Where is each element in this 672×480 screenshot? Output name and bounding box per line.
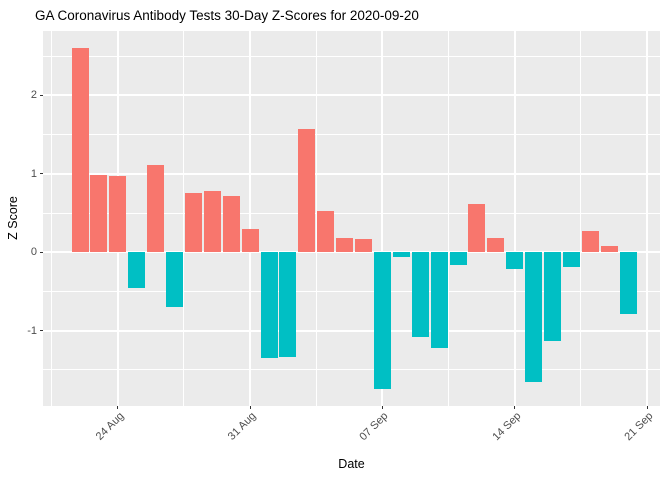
bar-positive — [147, 165, 165, 253]
bar-negative — [430, 252, 448, 348]
gridline-major-v — [381, 31, 384, 406]
bar-positive — [203, 191, 221, 253]
bar-negative — [166, 252, 183, 308]
bar-positive — [222, 195, 240, 253]
x-tick-label: 24 Aug — [93, 410, 127, 443]
x-tick-label: 31 Aug — [225, 410, 259, 443]
gridline-minor-v — [580, 31, 582, 406]
y-tick-mark — [40, 330, 43, 332]
x-tick-mark — [249, 406, 251, 409]
x-tick-mark — [117, 406, 119, 409]
y-tick-label: 2 — [30, 89, 37, 102]
bar-positive — [298, 129, 316, 253]
bar-negative — [506, 252, 524, 269]
gridline-minor-h — [43, 134, 660, 136]
chart-title: GA Coronavirus Antibody Tests 30-Day Z-S… — [35, 8, 419, 23]
y-tick-mark — [40, 94, 43, 96]
gridline-minor-h — [43, 212, 660, 214]
bar-positive — [71, 48, 89, 253]
bar-positive — [317, 210, 335, 253]
gridline-major-h — [43, 172, 660, 175]
bar-negative — [279, 252, 297, 358]
gridline-major-v — [249, 31, 252, 406]
bar-negative — [411, 252, 429, 337]
y-axis-title: Z Score — [6, 196, 20, 240]
gridline-minor-h — [43, 55, 660, 57]
x-tick-label: 14 Sep — [490, 410, 524, 444]
y-tick-mark — [40, 251, 43, 253]
gridline-minor-v — [51, 31, 53, 406]
gridline-minor-v — [448, 31, 450, 406]
y-tick-mark — [40, 173, 43, 175]
gridline-major-h — [43, 251, 660, 254]
y-tick-label: 0 — [30, 246, 37, 259]
bar-positive — [241, 228, 259, 253]
y-tick-label: 1 — [30, 167, 37, 180]
plot-panel — [43, 31, 660, 406]
y-tick-label: -1 — [27, 324, 37, 337]
gridline-major-h — [43, 329, 660, 332]
bar-negative — [449, 252, 467, 265]
gridline-major-v — [646, 31, 648, 406]
x-tick-label: 07 Sep — [357, 410, 391, 444]
bar-negative — [392, 252, 410, 257]
gridline-major-h — [43, 94, 660, 97]
x-tick-mark — [646, 406, 648, 409]
x-tick-label: 21 Sep — [622, 410, 656, 444]
x-axis-title: Date — [338, 457, 365, 471]
bar-positive — [109, 176, 127, 253]
bar-positive — [90, 174, 108, 253]
bar-positive — [468, 203, 486, 253]
bar-negative — [373, 252, 391, 389]
gridline-minor-h — [43, 290, 660, 292]
bar-negative — [619, 252, 637, 315]
x-tick-mark — [381, 406, 383, 409]
bar-positive — [600, 245, 618, 253]
bar-negative — [562, 252, 580, 268]
bar-positive — [487, 238, 505, 253]
bar-positive — [184, 192, 202, 253]
bar-positive — [355, 238, 372, 253]
bar-negative — [525, 252, 543, 382]
bar-positive — [336, 238, 354, 253]
bar-positive — [581, 231, 599, 253]
bar-negative — [128, 252, 146, 289]
gridline-minor-h — [43, 369, 660, 371]
x-tick-mark — [514, 406, 516, 409]
bar-negative — [544, 252, 561, 341]
gridline-minor-v — [183, 31, 185, 406]
bar-negative — [260, 252, 278, 359]
gridline-major-v — [513, 31, 516, 406]
gridline-minor-v — [315, 31, 317, 406]
